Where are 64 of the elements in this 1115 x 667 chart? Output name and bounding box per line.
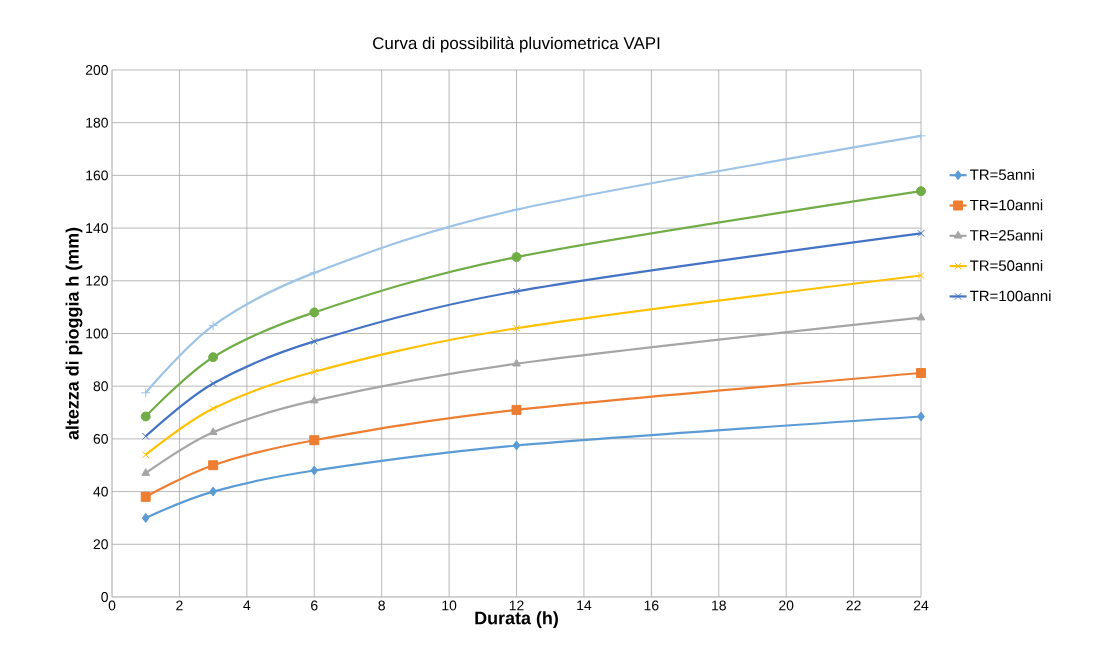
y-tick-label: 80 [93,381,108,392]
x-tick-label: 18 [712,600,726,611]
chart-title: Curva di possibilità pluviometrica VAPI [373,36,660,53]
point [208,352,219,363]
point [512,440,521,451]
point [310,337,318,346]
point [917,229,925,238]
point [309,435,320,446]
point [142,432,150,440]
legend-label: TR=25anni [969,229,1043,241]
x-tick-label: 4 [243,600,251,611]
x-tick-label: 2 [176,600,183,611]
x-tick-label: 16 [644,600,659,611]
y-tick-label: 20 [93,539,108,550]
x-tick-label: 24 [913,600,929,611]
point [309,395,319,404]
point [916,368,926,378]
x-tick-label: 12 [509,600,524,611]
x-tick-label: 20 [779,600,794,611]
point [916,130,926,141]
y-tick-label: 60 [93,433,108,444]
point [209,486,217,497]
point [209,379,217,388]
point [141,468,151,476]
legend-label: TR=5anni [969,169,1034,180]
point [310,368,318,376]
y-tick-label: 200 [85,65,108,75]
point [917,271,925,280]
x-tick-label: 0 [108,600,116,611]
x-tick-label: 8 [378,600,385,611]
point [141,512,150,523]
point [916,312,926,321]
point [511,404,522,415]
x-tick-label: 22 [846,600,861,611]
y-tick-label: 0 [101,592,108,602]
point [208,460,219,471]
y-tick-label: 140 [86,223,108,234]
point [916,186,926,197]
y-tick-label: 180 [86,117,108,128]
point [140,411,151,422]
point [309,307,320,318]
point [310,465,319,476]
point [512,358,521,367]
point [140,387,151,398]
point [512,287,521,295]
x-tick-label: 10 [442,600,457,611]
legend-label: TR=50anni [969,259,1043,271]
legend-label: TR=100anni [969,290,1051,302]
y-tick-label: 120 [86,275,108,286]
point [917,411,925,422]
point [208,320,219,331]
x-tick-label: 6 [311,600,318,611]
point [209,404,217,413]
legend-label: TR=10anni [969,199,1043,211]
point [140,491,151,502]
x-axis-title: Durata (h) [475,611,558,628]
y-tick-label: 100 [86,328,108,339]
point [309,267,320,278]
point [512,324,521,332]
point [511,252,522,263]
y-tick-label: 160 [86,170,108,181]
x-tick-label: 14 [577,600,592,611]
y-tick-label: 40 [93,486,108,497]
y-axis-title: altezza di pioggia h (mm) [65,227,83,440]
